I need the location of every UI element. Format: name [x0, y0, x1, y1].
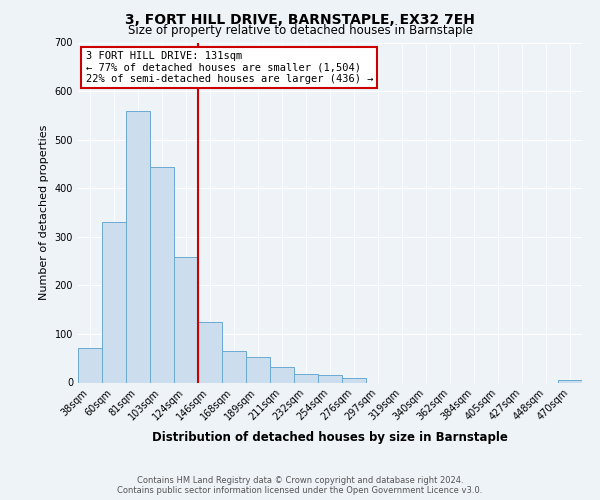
Bar	[126, 110, 150, 382]
Bar	[294, 374, 318, 382]
Text: 3, FORT HILL DRIVE, BARNSTAPLE, EX32 7EH: 3, FORT HILL DRIVE, BARNSTAPLE, EX32 7EH	[125, 12, 475, 26]
Bar	[246, 357, 270, 382]
Bar	[318, 375, 342, 382]
Text: 3 FORT HILL DRIVE: 131sqm
← 77% of detached houses are smaller (1,504)
22% of se: 3 FORT HILL DRIVE: 131sqm ← 77% of detac…	[86, 51, 373, 84]
Bar	[558, 380, 582, 382]
X-axis label: Distribution of detached houses by size in Barnstaple: Distribution of detached houses by size …	[152, 430, 508, 444]
Bar	[78, 348, 102, 382]
Bar	[270, 367, 294, 382]
Bar	[342, 378, 366, 382]
Bar	[150, 168, 174, 382]
Bar	[222, 351, 246, 382]
Bar	[198, 322, 222, 382]
Text: Contains HM Land Registry data © Crown copyright and database right 2024.
Contai: Contains HM Land Registry data © Crown c…	[118, 476, 482, 495]
Y-axis label: Number of detached properties: Number of detached properties	[39, 125, 49, 300]
Bar	[174, 257, 198, 382]
Text: Size of property relative to detached houses in Barnstaple: Size of property relative to detached ho…	[128, 24, 473, 37]
Bar	[102, 222, 126, 382]
